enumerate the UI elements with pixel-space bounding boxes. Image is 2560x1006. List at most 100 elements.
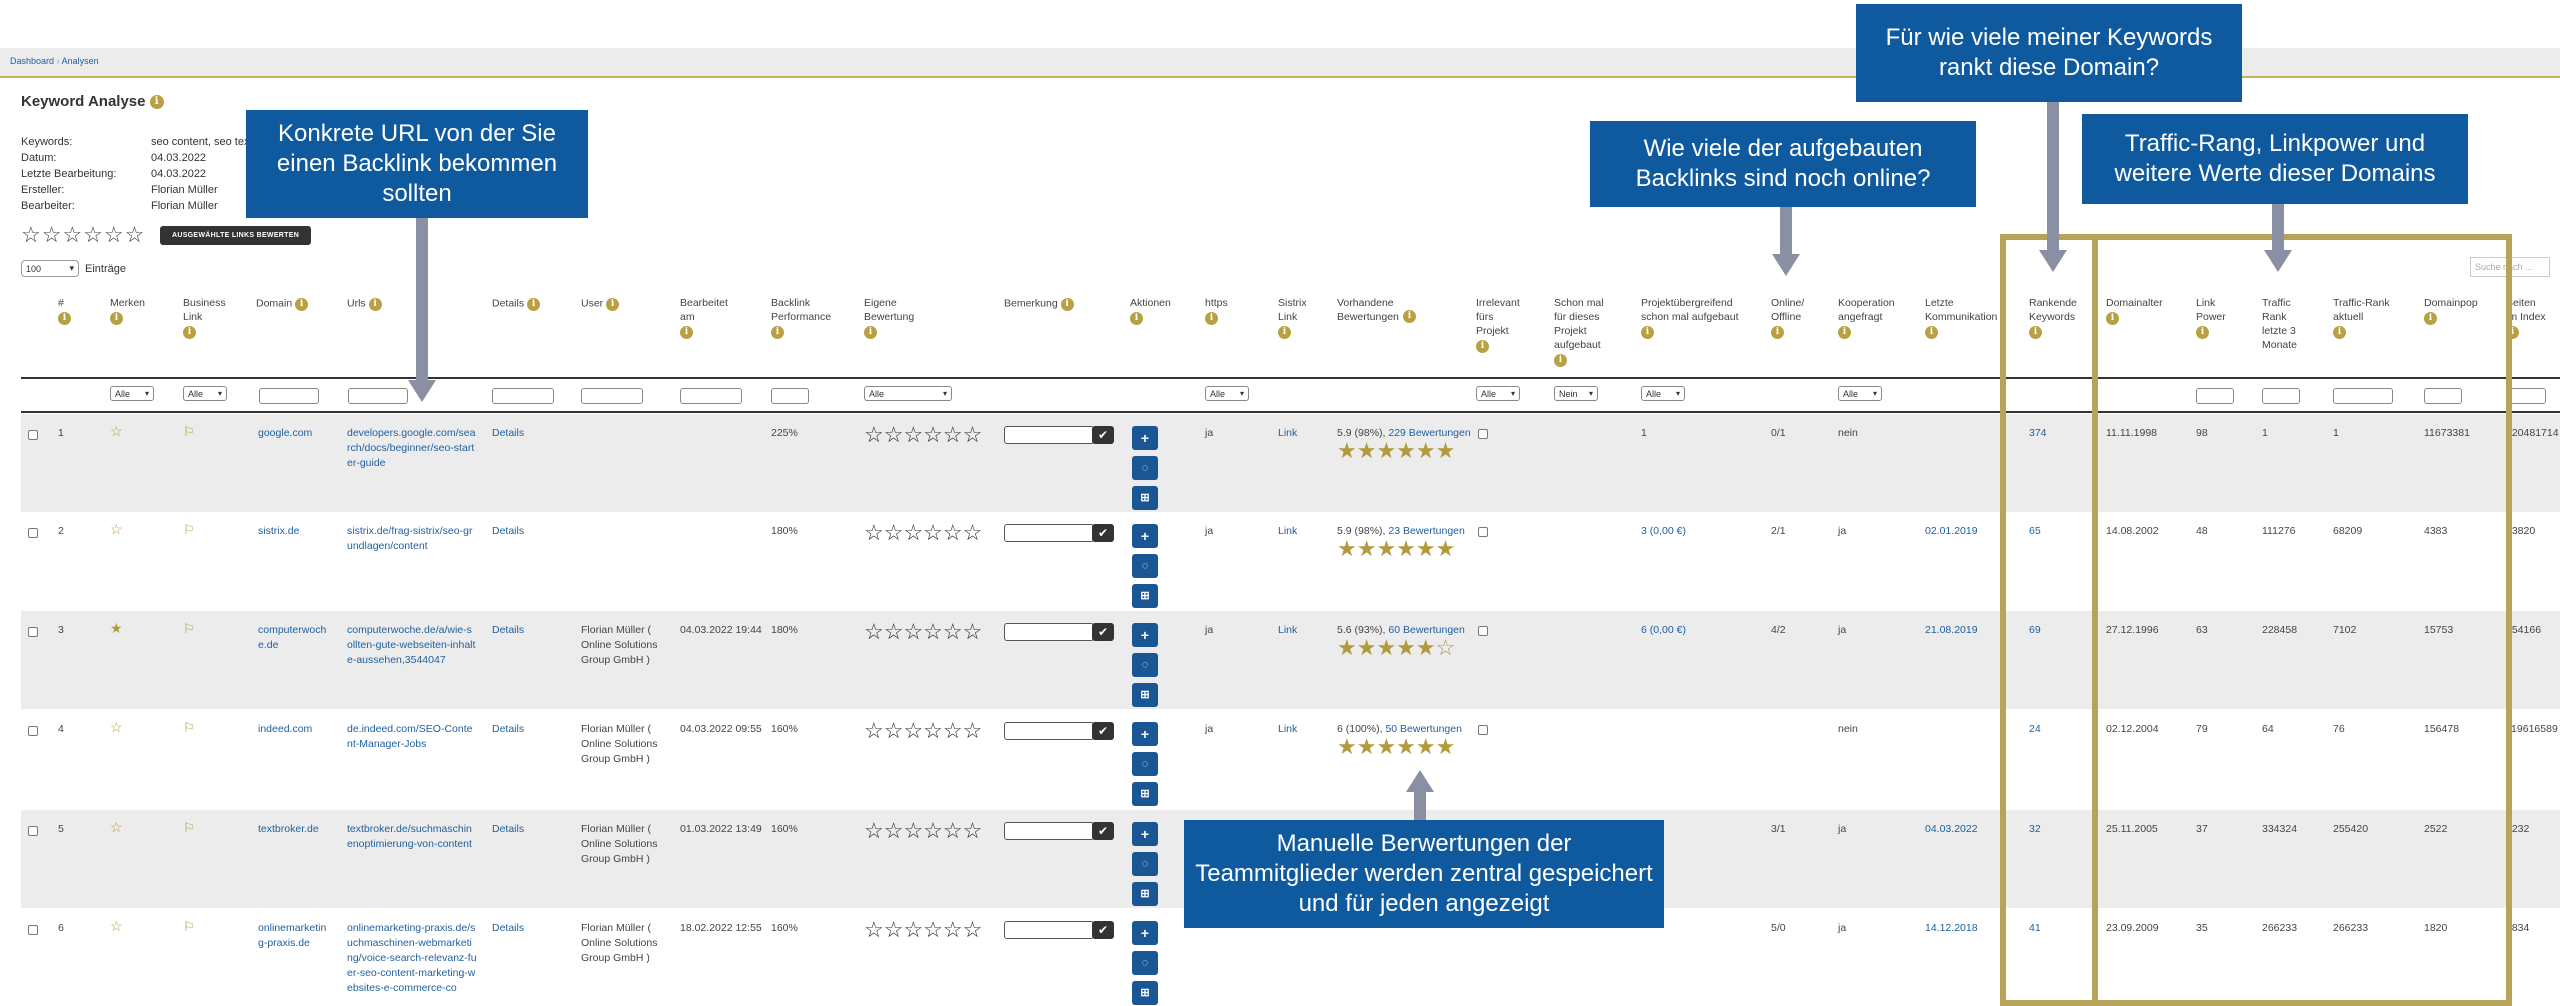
add-plus-icon[interactable]: + [1132, 623, 1158, 647]
comment-icon[interactable]: ◌ [1132, 653, 1158, 677]
ranking-keywords[interactable]: 65 [2029, 525, 2041, 537]
info-icon[interactable]: i [1838, 326, 1851, 339]
confirm-check-icon[interactable]: ✔ [1092, 623, 1114, 641]
add-plus-icon[interactable]: + [1132, 822, 1158, 846]
confirm-check-icon[interactable]: ✔ [1092, 822, 1114, 840]
row-select-checkbox[interactable] [28, 627, 38, 637]
info-icon[interactable]: i [527, 298, 541, 311]
confirm-check-icon[interactable]: ✔ [1092, 524, 1114, 542]
filter-backlink-performance[interactable] [771, 388, 809, 404]
rating-count-link[interactable]: 229 Bewertungen [1388, 427, 1471, 439]
comment-icon[interactable]: ◌ [1132, 951, 1158, 975]
col-header-vorhandene-bewertungen[interactable]: Vorhandene Bewertungen i [1337, 296, 1416, 324]
row-select-checkbox[interactable] [28, 925, 38, 935]
filter-traffic-rank-aktuell[interactable] [2333, 388, 2393, 404]
domain-link[interactable]: google.com [258, 427, 313, 439]
info-icon[interactable]: i [1278, 326, 1291, 339]
confirm-check-icon[interactable]: ✔ [1092, 921, 1114, 939]
col-header-schon-mal[interactable]: Schon mal für dieses Projekt aufgebaut i [1554, 296, 1606, 367]
col-header-seiten-im-index[interactable]: Seiten im Index i [2506, 296, 2546, 339]
info-icon[interactable]: i [1205, 312, 1218, 325]
filter-business-link[interactable]: Alle [183, 386, 227, 401]
sistrix-link[interactable]: Link [1278, 525, 1298, 537]
last-communication[interactable]: 14.12.2018 [1925, 922, 1978, 934]
cart-icon[interactable]: ⊞ [1132, 584, 1158, 608]
col-header-https[interactable]: https i [1205, 296, 1228, 325]
flag-icon[interactable]: ⚐ [183, 820, 195, 835]
bookmark-star-icon[interactable]: ☆ [110, 521, 123, 537]
filter-schon-mal[interactable]: Nein [1554, 386, 1598, 401]
info-icon[interactable]: i [1476, 340, 1489, 353]
info-icon[interactable]: i [680, 326, 693, 339]
add-plus-icon[interactable]: + [1132, 921, 1158, 945]
breadcrumb-current[interactable]: Analysen [61, 56, 99, 66]
col-header-business-link[interactable]: Business Link i [183, 296, 233, 339]
ranking-keywords[interactable]: 32 [2029, 823, 2041, 835]
rating-count-link[interactable]: 60 Bewertungen [1388, 624, 1465, 636]
filter-link-power[interactable] [2196, 388, 2234, 404]
flag-icon[interactable]: ⚐ [183, 424, 195, 439]
info-icon[interactable]: i [1641, 326, 1654, 339]
bookmark-star-icon[interactable]: ☆ [110, 918, 123, 934]
rate-selected-links-button[interactable]: AUSGEWÄHLTE LINKS BEWERTEN [160, 226, 312, 245]
info-icon[interactable]: i [1554, 354, 1567, 367]
sistrix-link[interactable]: Link [1278, 723, 1298, 735]
col-header-backlink-performance[interactable]: Backlink Performance i [771, 296, 831, 339]
info-icon[interactable]: i [864, 326, 877, 339]
url-link[interactable]: computerwoche.de/a/wie-sollten-gute-webs… [347, 624, 476, 666]
filter-https[interactable]: Alle [1205, 386, 1249, 401]
row-select-checkbox[interactable] [28, 430, 38, 440]
info-icon[interactable]: i [606, 298, 620, 311]
info-icon[interactable]: i [183, 326, 196, 339]
add-plus-icon[interactable]: + [1132, 722, 1158, 746]
irrelevant-checkbox[interactable] [1478, 725, 1488, 735]
confirm-check-icon[interactable]: ✔ [1092, 426, 1114, 444]
remark-select[interactable] [1004, 426, 1094, 444]
cart-icon[interactable]: ⊞ [1132, 683, 1158, 707]
info-icon[interactable]: i [2196, 326, 2209, 339]
col-header-sistrix-link[interactable]: Sistrix Link i [1278, 296, 1314, 339]
cart-icon[interactable]: ⊞ [1132, 486, 1158, 510]
ranking-keywords[interactable]: 24 [2029, 723, 2041, 735]
col-header-link-power[interactable]: Link Power i [2196, 296, 2230, 339]
filter-eigene-bewertung[interactable]: Alle [864, 386, 952, 401]
domain-link[interactable]: textbroker.de [258, 823, 319, 835]
bulk-rating-stars[interactable]: ☆☆☆☆☆☆ [21, 222, 146, 247]
comment-icon[interactable]: ◌ [1132, 852, 1158, 876]
info-icon[interactable]: i [1771, 326, 1784, 339]
project-count-link[interactable]: 6 (0,00 €) [1641, 624, 1686, 636]
col-header-letzte-kommunikation[interactable]: Letzte Kommunikation i [1925, 296, 2001, 339]
breadcrumb-home[interactable]: Dashboard [10, 56, 55, 66]
url-link[interactable]: developers.google.com/search/docs/beginn… [347, 427, 476, 469]
domain-link[interactable]: computerwoche.de [258, 624, 327, 651]
bookmark-star-icon[interactable]: ☆ [110, 423, 123, 439]
col-header-kooperation[interactable]: Kooperation angefragt i [1838, 296, 1900, 339]
domain-link[interactable]: indeed.com [258, 723, 313, 735]
ranking-keywords[interactable]: 69 [2029, 624, 2041, 636]
col-header-bemerkung[interactable]: Bemerkung i [1004, 296, 1074, 311]
col-header-traffic-rank-aktuell[interactable]: Traffic-Rank aktuell i [2333, 296, 2397, 339]
filter-traffic-rank-3m[interactable] [2262, 388, 2300, 404]
info-icon[interactable]: i [110, 312, 123, 325]
add-plus-icon[interactable]: + [1132, 524, 1158, 548]
col-header-rankende-keywords[interactable]: Rankende Keywords i [2029, 296, 2079, 339]
url-link[interactable]: textbroker.de/suchmaschinenoptimierung-v… [347, 823, 472, 850]
bookmark-star-icon[interactable]: ★ [110, 620, 123, 636]
details-link[interactable]: Details [492, 922, 525, 934]
irrelevant-checkbox[interactable] [1478, 429, 1488, 439]
details-link[interactable]: Details [492, 823, 525, 835]
filter-details[interactable] [492, 388, 554, 404]
filter-projektuebergreifend[interactable]: Alle [1641, 386, 1685, 401]
bookmark-star-icon[interactable]: ☆ [110, 719, 123, 735]
col-header-online-offline[interactable]: Online/ Offline i [1771, 296, 1811, 339]
filter-urls[interactable] [348, 388, 408, 404]
col-header-traffic-rank-3m[interactable]: Traffic Rank letzte 3 Monate [2262, 296, 2302, 352]
remark-select[interactable] [1004, 623, 1094, 641]
url-link[interactable]: de.indeed.com/SEO-Content-Manager-Jobs [347, 723, 473, 750]
sistrix-link[interactable]: Link [1278, 624, 1298, 636]
url-link[interactable]: sistrix.de/frag-sistrix/seo-grundlagen/c… [347, 525, 473, 552]
filter-kooperation[interactable]: Alle [1838, 386, 1882, 401]
irrelevant-checkbox[interactable] [1478, 527, 1488, 537]
remark-select[interactable] [1004, 722, 1094, 740]
domain-link[interactable]: onlinemarketing-praxis.de [258, 922, 327, 949]
